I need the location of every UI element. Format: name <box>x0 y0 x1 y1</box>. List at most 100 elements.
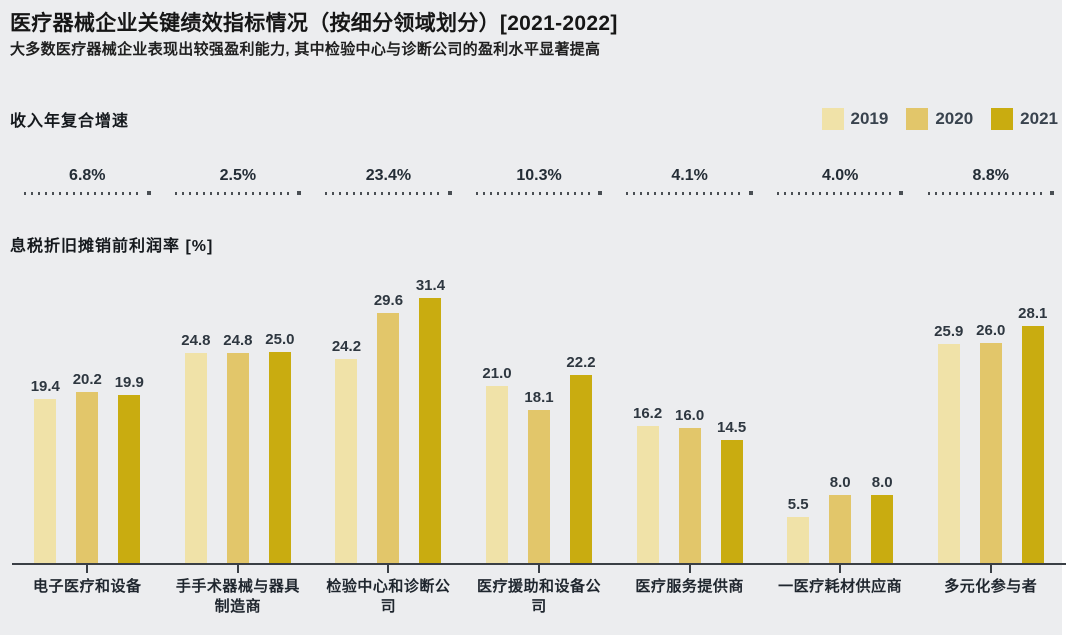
axis-tick <box>688 565 691 573</box>
bar-value-label: 31.4 <box>415 277 446 294</box>
cagr-cell: 4.0% <box>765 167 916 195</box>
bar-group: 16.2 16.0 14.5 <box>614 268 765 563</box>
category-cell: 电子医疗和设备 <box>12 565 163 616</box>
bar-unit-2021: 28.1 <box>1018 305 1047 563</box>
cagr-value: 4.0% <box>821 167 859 184</box>
bar-value-label: 20.2 <box>72 371 102 388</box>
bar-unit-2021: 14.5 <box>717 419 746 563</box>
legend-label: 2021 <box>1020 109 1058 128</box>
axis-tick <box>839 565 842 573</box>
cagr-endcap <box>899 191 904 195</box>
cagr-value: 4.1% <box>671 167 708 184</box>
bar-value-label: 8.0 <box>829 474 851 491</box>
bar-2021 <box>118 395 141 563</box>
cagr-dotted-line <box>24 191 151 195</box>
bar-2021 <box>268 352 291 563</box>
legend-swatch-icon <box>906 108 929 130</box>
bar-2020 <box>377 313 400 563</box>
plot-area: 19.4 20.2 19.9 24.8 24.8 25.0 24.2 29.6 31.4 21.0… <box>12 268 1066 563</box>
bar-2021 <box>1021 326 1044 563</box>
cagr-endcap <box>297 191 302 195</box>
bar-value-label: 25.9 <box>934 323 964 340</box>
bar-unit-2021: 8.0 <box>871 474 894 563</box>
bar-2019 <box>636 426 659 563</box>
category-axis: 电子医疗和设备 手手术器械与器具制造商 检验中心和诊断公司 医疗援助和设备公司 医疗服务… <box>12 565 1066 616</box>
bar-2019 <box>787 517 810 563</box>
bar-2021 <box>419 298 442 563</box>
cagr-cell: 8.8% <box>915 167 1066 195</box>
bar-unit-2019: 5.5 <box>787 496 810 563</box>
axis-tick <box>236 565 239 573</box>
bar-2020 <box>226 353 249 563</box>
bar-2019 <box>937 344 960 563</box>
bar-unit-2019: 24.2 <box>332 338 361 563</box>
bar-unit-2019: 16.2 <box>633 405 662 563</box>
category-cell: 医疗服务提供商 <box>614 565 765 616</box>
bar-value-label: 21.0 <box>482 365 512 382</box>
page-subtitle: 大多数医疗器械企业表现出较强盈利能力, 其中检验中心与诊断公司的盈利水平显著提高 <box>10 41 601 58</box>
bar-value-label: 28.1 <box>1018 305 1048 322</box>
bar-unit-2020: 16.0 <box>675 407 704 563</box>
x-axis-line <box>12 563 1066 565</box>
category-label: 医疗援助和设备公司 <box>477 578 602 615</box>
cagr-dots <box>24 191 141 195</box>
bar-unit-2019: 24.8 <box>181 332 210 563</box>
axis-tick <box>538 565 541 573</box>
cagr-endcap <box>146 191 151 195</box>
cagr-cell: 2.5% <box>163 167 314 195</box>
cagr-value: 8.8% <box>972 167 1009 184</box>
bar-2021 <box>720 440 743 563</box>
bar-value-label: 29.6 <box>373 292 404 309</box>
legend-label: 2020 <box>935 109 974 128</box>
bar-unit-2020: 26.0 <box>976 322 1005 563</box>
bar-value-label: 8.0 <box>871 474 893 491</box>
category-cell: 一医疗耗材供应商 <box>765 565 916 616</box>
cagr-dotted-line <box>325 191 452 195</box>
bar-unit-2019: 25.9 <box>934 323 963 563</box>
legend-item-2021: 2021 <box>991 108 1058 130</box>
bar-value-label: 22.2 <box>566 354 596 371</box>
cagr-dotted-line <box>626 191 753 195</box>
axis-tick <box>86 565 89 573</box>
page-title: 医疗器械企业关键绩效指标情况（按细分领域划分）[2021-2022] <box>10 12 618 35</box>
bar-value-label: 25.0 <box>265 331 295 348</box>
bar-group: 25.9 26.0 28.1 <box>915 268 1066 563</box>
bar-value-label: 18.1 <box>524 389 554 406</box>
bar-group: 5.5 8.0 8.0 <box>765 268 916 563</box>
category-label: 多元化参与者 <box>944 578 1038 595</box>
legend-label: 2019 <box>850 109 889 128</box>
bar-value-label: 5.5 <box>787 496 809 513</box>
cagr-value: 10.3% <box>516 167 562 184</box>
axis-tick <box>387 565 390 573</box>
cagr-dots <box>776 191 894 195</box>
cagr-dotted-line <box>475 191 603 195</box>
legend-item-2020: 2020 <box>906 108 973 130</box>
bar-unit-2021: 25.0 <box>265 331 294 563</box>
cagr-endcap <box>447 191 452 195</box>
cagr-endcap <box>748 191 753 195</box>
bar-2020 <box>76 392 99 563</box>
bar-2021 <box>570 375 593 563</box>
bar-2019 <box>34 399 57 563</box>
category-label: 手手术器械与器具制造商 <box>175 578 300 615</box>
bar-value-label: 19.4 <box>30 378 60 395</box>
legend-swatch-icon <box>991 108 1014 130</box>
cagr-endcap <box>598 191 603 195</box>
bar-unit-2021: 19.9 <box>115 374 144 563</box>
revenue-cagr-section-label: 收入年复合增速 <box>10 113 130 130</box>
cagr-cell: 23.4% <box>313 167 464 195</box>
bar-value-label: 16.0 <box>675 407 705 424</box>
ebitda-margin-section-label: 息税折旧摊销前利润率 [%] <box>10 238 214 255</box>
cagr-endcap <box>1050 191 1054 195</box>
bar-value-label: 19.9 <box>114 374 144 391</box>
axis-tick <box>989 565 992 573</box>
bar-value-label: 16.2 <box>633 405 663 422</box>
bar-unit-2021: 31.4 <box>416 277 445 563</box>
bar-unit-2020: 20.2 <box>73 371 102 563</box>
chart-legend: 2019 2020 2021 <box>821 108 1058 130</box>
cagr-dotted-line <box>927 191 1054 195</box>
bar-group: 24.2 29.6 31.4 <box>313 268 464 563</box>
bar-group: 19.4 20.2 19.9 <box>12 268 163 563</box>
cagr-cell: 10.3% <box>464 167 615 195</box>
